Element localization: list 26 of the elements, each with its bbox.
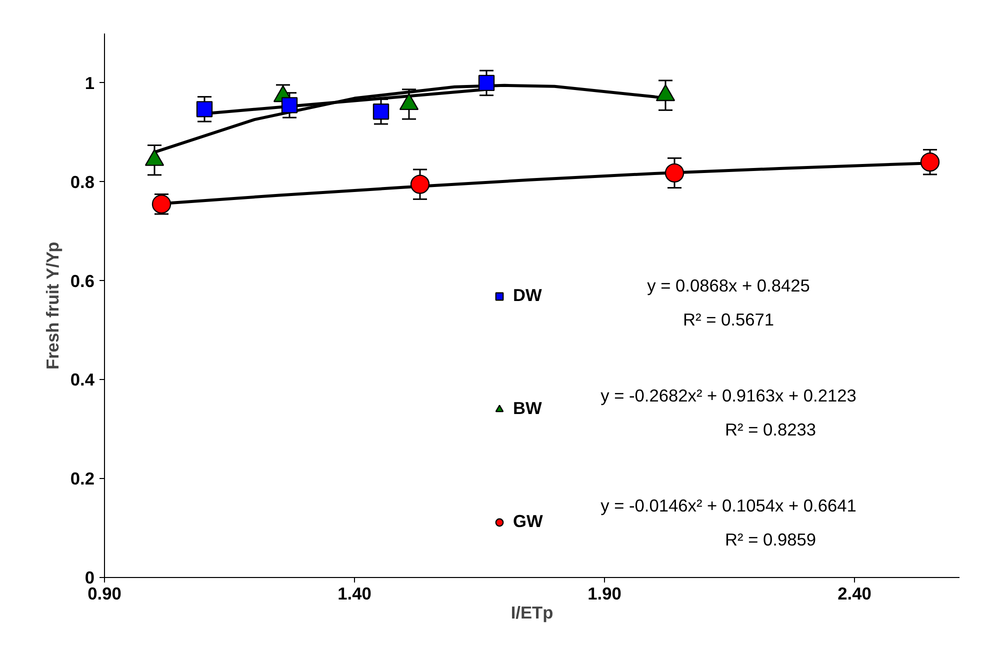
y-axis-title: Fresh fruit Y/Yp — [42, 242, 62, 370]
legend-label: BW — [513, 398, 542, 419]
point — [664, 163, 684, 183]
annotation: R² = 0.9859 — [724, 530, 816, 550]
point — [920, 152, 940, 172]
point — [196, 101, 213, 118]
annotation: R² = 0.8233 — [724, 420, 816, 440]
x-axis-title: I/ETp — [510, 602, 554, 622]
y-tick-label: 0.8 — [70, 172, 95, 192]
annotation: y = -0.2682x² + 0.9163x + 0.2123 — [600, 386, 856, 406]
x-tick-label: 2.40 — [838, 584, 872, 604]
x-tick-label: 1.40 — [338, 584, 372, 604]
y-tick-label: 0.2 — [70, 468, 95, 489]
y-tick-label: 0.4 — [70, 370, 95, 390]
y-tick-label: 0.6 — [70, 270, 95, 291]
point — [410, 174, 430, 194]
legend-label: DW — [513, 285, 542, 306]
point — [478, 74, 495, 92]
annotation: y = 0.0868x + 0.8425 — [647, 276, 810, 296]
y-tick-label: 1 — [84, 72, 95, 93]
annotation: R² = 0.5671 — [682, 310, 774, 330]
point — [281, 97, 298, 114]
annotation: y = -0.0146x² + 0.1054x + 0.6641 — [600, 496, 856, 516]
point — [372, 104, 390, 120]
x-tick-label: 1.90 — [588, 584, 622, 604]
legend-label: GW — [513, 511, 543, 532]
